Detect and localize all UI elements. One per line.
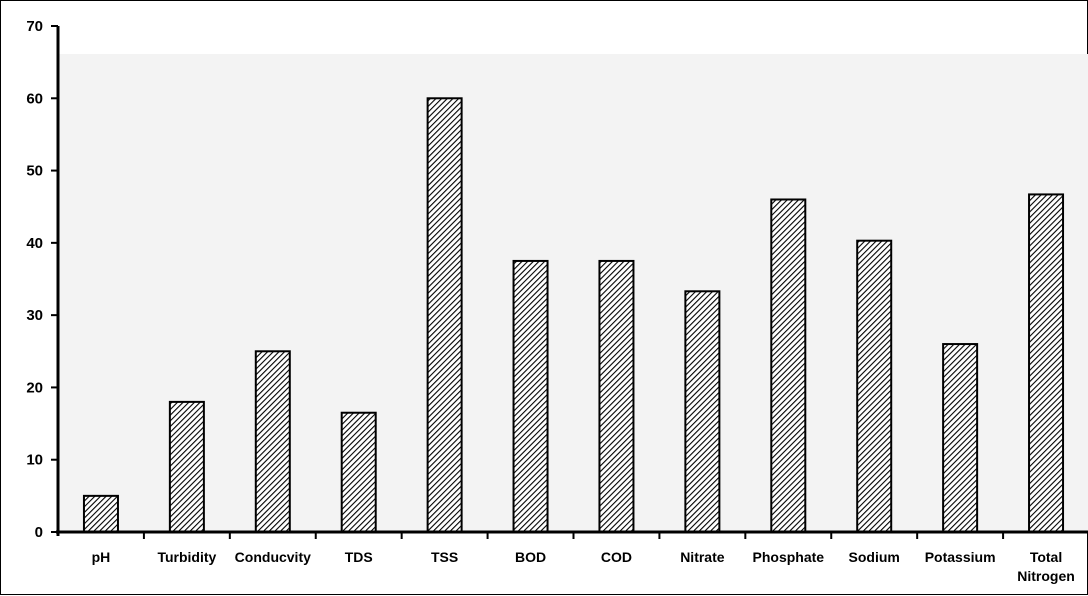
bar xyxy=(684,290,721,533)
bar xyxy=(1028,193,1065,533)
x-category-label: Total xyxy=(1030,549,1062,565)
bar xyxy=(598,259,635,533)
bar xyxy=(942,343,979,533)
y-tick-label: 0 xyxy=(35,524,43,541)
y-tick-label: 60 xyxy=(26,90,43,107)
y-ticks-layer: 0 10 20 30 40 50 60 70 xyxy=(26,18,58,541)
x-category-label: Potassium xyxy=(925,549,996,565)
plot-background xyxy=(58,54,1088,532)
x-category-label: TDS xyxy=(345,549,373,565)
bar xyxy=(82,494,119,534)
bar xyxy=(512,259,549,533)
y-tick-label: 10 xyxy=(26,452,43,469)
y-tick-label: 30 xyxy=(26,307,43,324)
bar xyxy=(254,350,291,533)
y-tick-label: 50 xyxy=(26,163,43,180)
x-category-label: BOD xyxy=(515,549,546,565)
x-category-label: COD xyxy=(601,549,632,565)
y-tick-label: 20 xyxy=(26,379,43,396)
bar xyxy=(340,411,377,534)
x-category-label: Sodium xyxy=(849,549,900,565)
bars-layer xyxy=(82,97,1065,534)
x-labels-layer: pH Turbidity Conducvity TDS TSS BOD COD Nitrate… xyxy=(92,532,1075,584)
bar xyxy=(856,239,893,533)
bar xyxy=(770,198,807,533)
y-tick-label: 70 xyxy=(26,18,43,35)
x-category-label: Phosphate xyxy=(753,549,825,565)
x-category-label: Nitrogen xyxy=(1017,568,1075,584)
x-category-label: Nitrate xyxy=(680,549,725,565)
bar xyxy=(168,400,205,533)
x-category-label: Conducvity xyxy=(235,549,311,565)
x-category-label: pH xyxy=(92,549,111,565)
y-tick-label: 40 xyxy=(26,235,43,252)
x-category-label: Turbidity xyxy=(157,549,216,565)
bar xyxy=(426,97,463,534)
x-category-label: TSS xyxy=(431,549,458,565)
